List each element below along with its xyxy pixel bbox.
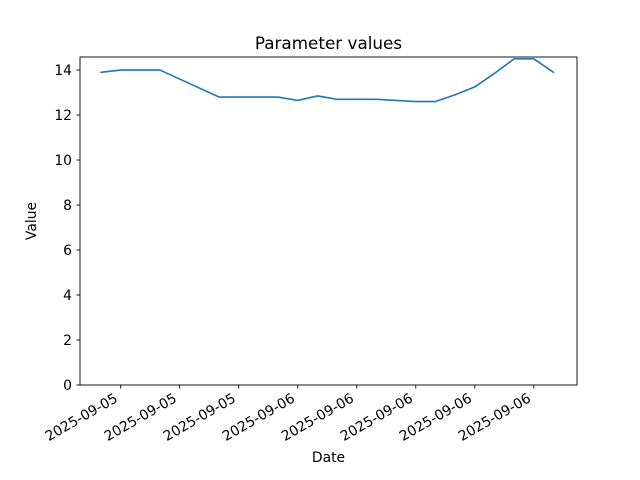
y-tick-label: 14 (54, 63, 72, 79)
plot-area (79, 56, 578, 386)
y-tick-label: 8 (63, 198, 72, 214)
y-tick-label: 2 (63, 333, 72, 349)
y-tick-label: 10 (54, 153, 72, 169)
y-tick-label: 6 (63, 243, 72, 259)
y-tick-label: 12 (54, 108, 72, 124)
series-group (100, 57, 555, 103)
x-axis-label: Date (312, 450, 345, 466)
y-tick-label: 4 (63, 288, 72, 304)
x-axis-ticks: 2025-09-052025-09-052025-09-052025-09-06… (43, 385, 535, 445)
chart-title: Parameter values (255, 33, 402, 53)
data-line-parameter-values (100, 57, 555, 103)
y-axis-label: Value (24, 202, 40, 240)
y-tick-label: 0 (63, 378, 72, 394)
y-axis-ticks: 0 2 4 6 8 10 12 14 (54, 63, 80, 394)
